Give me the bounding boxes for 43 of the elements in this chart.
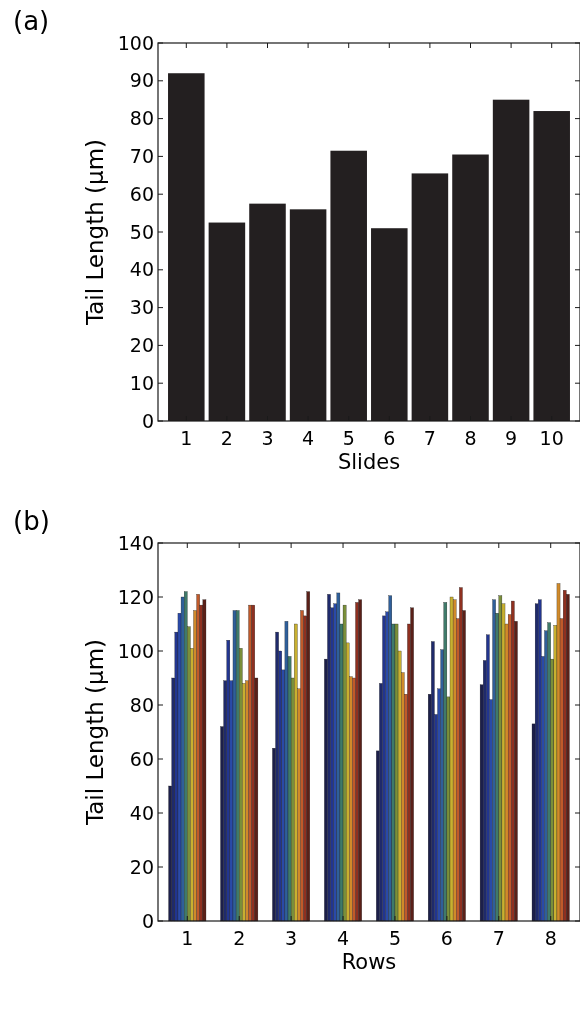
y-tick-label: 40: [129, 258, 154, 281]
x-tick-label: 6: [383, 427, 396, 449]
y-axis-title: Tail Length (µm): [82, 638, 108, 827]
x-tick-label: 1: [181, 927, 194, 949]
y-tick-label: 100: [117, 31, 154, 54]
y-tick-label: 140: [117, 531, 154, 554]
y-tick-label: 70: [129, 145, 154, 168]
y-axis-title: Tail Length (µm): [82, 138, 108, 327]
y-tick-label: 0: [141, 409, 154, 432]
y-tick-label: 60: [129, 747, 154, 770]
x-tick-label: 5: [388, 927, 402, 949]
x-tick-label: 10: [539, 427, 564, 449]
y-tick-label: 0: [141, 909, 154, 932]
chart-title: (b): [13, 506, 50, 536]
y-tick-label: 80: [129, 107, 154, 130]
x-axis-title: Rows: [341, 950, 397, 974]
y-tick-label: 90: [129, 69, 154, 92]
x-tick-label: 9: [505, 427, 518, 449]
x-tick-label: 5: [342, 427, 355, 449]
x-tick-label: 7: [492, 927, 505, 949]
y-tick-label: 20: [129, 855, 154, 878]
y-tick-label: 30: [129, 296, 154, 319]
x-tick-label: 2: [220, 427, 233, 449]
y-tick-label: 50: [129, 220, 154, 243]
y-tick-label: 80: [129, 693, 154, 716]
x-tick-label: 1: [180, 427, 193, 449]
x-tick-label: 8: [464, 427, 477, 449]
x-tick-label: 7: [423, 427, 436, 449]
x-axis-title: Slides: [337, 450, 401, 474]
y-tick-label: 120: [117, 585, 154, 608]
y-tick-label: 100: [117, 639, 154, 662]
y-tick-label: 40: [129, 801, 154, 824]
y-tick-label: 60: [129, 182, 154, 205]
x-tick-label: 4: [336, 927, 350, 949]
x-tick-label: 6: [440, 927, 453, 949]
x-tick-label: 4: [302, 427, 315, 449]
y-tick-label: 20: [129, 334, 154, 357]
x-tick-label: 3: [261, 427, 274, 449]
x-tick-label: 3: [285, 927, 298, 949]
x-tick-label: 8: [544, 927, 557, 949]
y-tick-label: 10: [129, 371, 154, 394]
chart-title: (a): [13, 6, 50, 36]
x-tick-label: 2: [233, 927, 246, 949]
